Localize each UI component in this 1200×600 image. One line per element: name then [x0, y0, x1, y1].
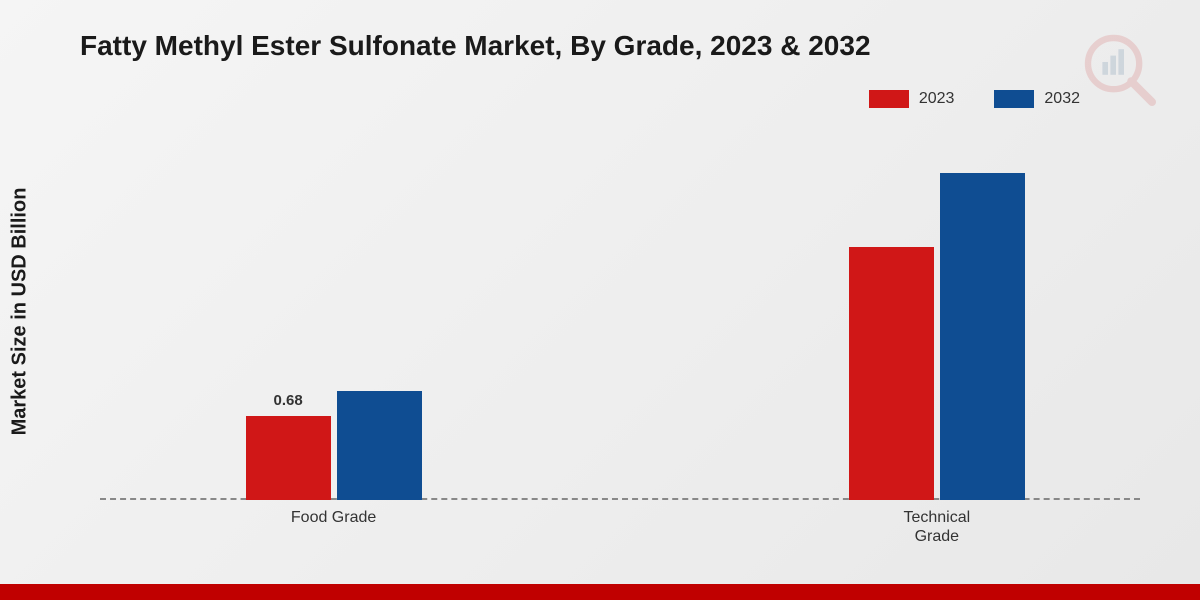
legend-item-2032: 2032 [994, 90, 1080, 108]
bar-group-technical-grade: TechnicalGrade [849, 173, 1025, 500]
footer-accent-bar [0, 584, 1200, 600]
bar-group-food-grade: 0.68 Food Grade [246, 391, 422, 500]
plot-area: 0.68 Food Grade TechnicalGrade [100, 130, 1140, 500]
x-axis-label-food: Food Grade [244, 508, 424, 527]
legend-label: 2023 [919, 90, 955, 108]
x-axis-label-technical: TechnicalGrade [847, 508, 1027, 546]
bar-value-label: 0.68 [273, 392, 302, 409]
legend-swatch [869, 90, 909, 108]
bar-2023-technical [849, 247, 934, 500]
legend: 2023 2032 [869, 90, 1080, 108]
y-axis-label: Market Size in USD Billion [9, 188, 32, 436]
legend-label: 2032 [1044, 90, 1080, 108]
bar-2032-technical [940, 173, 1025, 500]
bar-2023-food: 0.68 [246, 416, 331, 500]
watermark-logo [1080, 30, 1160, 110]
legend-item-2023: 2023 [869, 90, 955, 108]
chart-container: Fatty Methyl Ester Sulfonate Market, By … [0, 0, 1200, 600]
legend-swatch [994, 90, 1034, 108]
bar-2032-food [337, 391, 422, 500]
chart-title: Fatty Methyl Ester Sulfonate Market, By … [80, 30, 871, 62]
